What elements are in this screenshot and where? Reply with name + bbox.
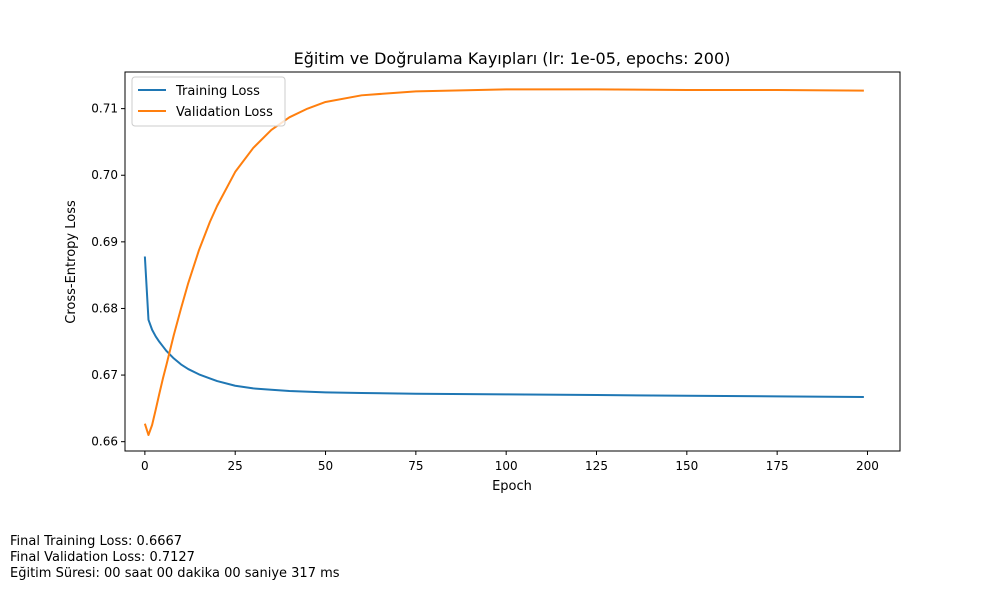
y-tick-label: 0.71	[91, 102, 118, 116]
legend-label-validation: Validation Loss	[176, 105, 273, 120]
final-training-loss: Final Training Loss: 0.6667	[10, 534, 183, 549]
legend-label-training: Training Loss	[175, 84, 260, 99]
x-axis: 0 25 50 75 100 125 150 175 200	[141, 451, 879, 473]
y-axis: 0.66 0.67 0.68 0.69 0.70 0.71	[91, 102, 125, 449]
x-tick-label: 25	[228, 459, 243, 473]
series-line-training	[143, 256, 864, 399]
x-tick-label: 150	[675, 459, 698, 473]
x-tick-label: 200	[856, 459, 879, 473]
x-tick-label: 75	[408, 459, 423, 473]
y-tick-label: 0.69	[91, 235, 118, 249]
x-tick-label: 0	[141, 459, 149, 473]
y-tick-label: 0.68	[91, 301, 118, 315]
loss-chart: Eğitim ve Doğrulama Kayıpları (lr: 1e-05…	[64, 49, 901, 494]
x-tick-label: 125	[585, 459, 608, 473]
x-tick-label: 100	[495, 459, 518, 473]
x-tick-label: 175	[766, 459, 789, 473]
plot-area	[143, 88, 864, 437]
y-tick-label: 0.66	[91, 435, 118, 449]
series-line-validation	[143, 88, 864, 437]
plot-frame	[124, 71, 901, 452]
x-axis-label: Epoch	[492, 479, 532, 494]
x-tick-label: 50	[318, 459, 333, 473]
legend-box	[131, 76, 286, 127]
chart-title: Eğitim ve Doğrulama Kayıpları (lr: 1e-05…	[294, 49, 731, 68]
legend: Training Loss Validation Loss	[131, 76, 286, 127]
y-tick-label: 0.70	[91, 168, 118, 182]
final-validation-loss: Final Validation Loss: 0.7127	[10, 550, 195, 565]
y-tick-label: 0.67	[91, 368, 118, 382]
training-summary: Final Training Loss: 0.6667 Final Valida…	[10, 534, 340, 582]
y-axis-label: Cross-Entropy Loss	[64, 200, 79, 324]
training-duration: Eğitim Süresi: 00 saat 00 dakika 00 sani…	[10, 566, 340, 581]
